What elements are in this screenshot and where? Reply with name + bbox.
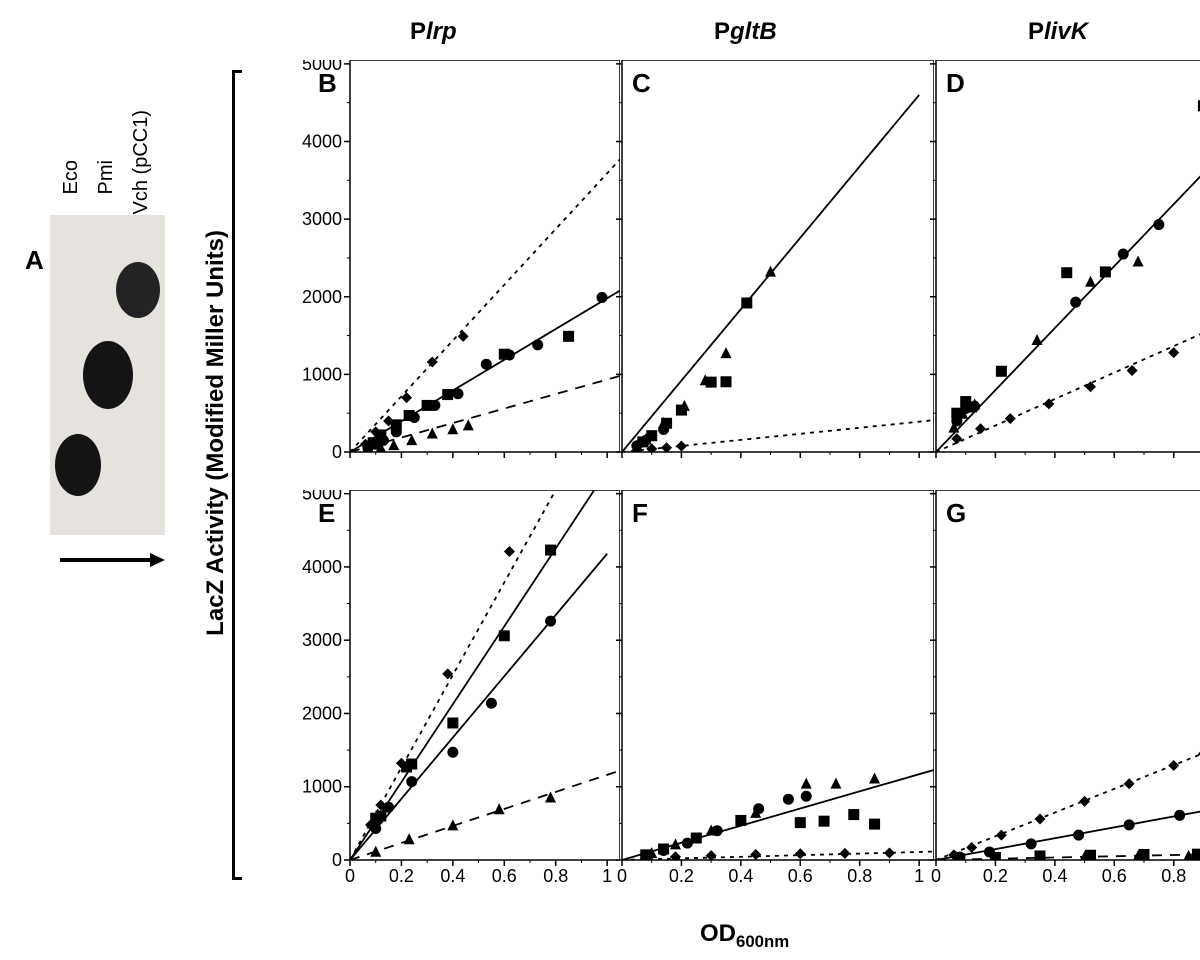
svg-text:3000: 3000	[302, 630, 342, 650]
svg-text:0.8: 0.8	[543, 866, 568, 886]
svg-text:0: 0	[931, 866, 941, 886]
svg-text:0: 0	[617, 866, 627, 886]
svg-text:0.4: 0.4	[1042, 866, 1067, 886]
svg-text:4000: 4000	[302, 132, 342, 152]
svg-text:0.4: 0.4	[440, 866, 465, 886]
panel-D: D	[928, 60, 1200, 460]
blot-lane-vch: Vch (pCC1)	[130, 110, 153, 214]
svg-text:1000: 1000	[302, 364, 342, 384]
panel-F: 00.20.40.60.81F	[614, 490, 934, 890]
svg-text:2000: 2000	[302, 287, 342, 307]
svg-text:0: 0	[332, 850, 342, 870]
blot-arrow	[50, 545, 165, 575]
panel-E: 00.20.40.60.81010002000300040005000E	[300, 490, 620, 890]
blot-lane-eco: Eco	[60, 160, 83, 194]
svg-text:0.6: 0.6	[492, 866, 517, 886]
col-header-pgltb: PgltB	[714, 18, 777, 46]
y-axis-label: LacZ Activity (Modified Miller Units)	[202, 230, 230, 636]
svg-text:0: 0	[345, 866, 355, 886]
svg-text:0.6: 0.6	[788, 866, 813, 886]
svg-text:2000: 2000	[302, 703, 342, 723]
svg-text:0.6: 0.6	[1102, 866, 1127, 886]
svg-text:0.2: 0.2	[669, 866, 694, 886]
svg-text:0.8: 0.8	[847, 866, 872, 886]
col-header-plivk: PlivK	[1028, 18, 1088, 46]
svg-text:0.8: 0.8	[1161, 866, 1186, 886]
col-header-plrp: Plrp	[410, 18, 457, 46]
svg-text:0: 0	[332, 442, 342, 460]
svg-text:0.2: 0.2	[389, 866, 414, 886]
svg-text:0.4: 0.4	[728, 866, 753, 886]
svg-text:1: 1	[914, 866, 924, 886]
panel-B: 010002000300040005000B	[300, 60, 620, 460]
svg-text:3000: 3000	[302, 209, 342, 229]
panel-G: 00.20.40.60.81G	[928, 490, 1200, 890]
svg-text:0.2: 0.2	[983, 866, 1008, 886]
western-blot	[50, 215, 165, 535]
y-axis-bracket	[232, 70, 235, 880]
svg-text:4000: 4000	[302, 557, 342, 577]
svg-text:1000: 1000	[302, 777, 342, 797]
x-axis-label: OD600nm	[700, 920, 789, 952]
panel-C: C	[614, 60, 934, 460]
svg-text:1: 1	[602, 866, 612, 886]
blot-lane-pmi: Pmi	[95, 160, 118, 194]
panel-label-A: A	[25, 245, 44, 276]
